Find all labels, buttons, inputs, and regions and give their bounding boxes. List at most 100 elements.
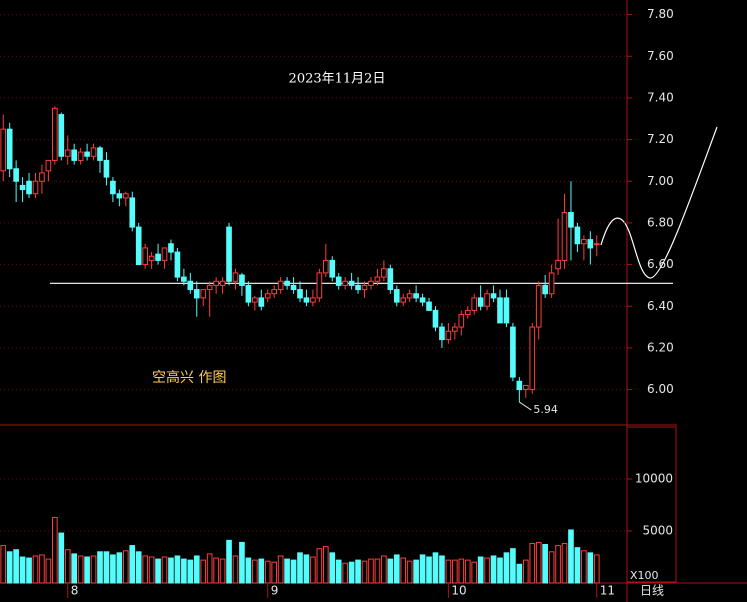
candle-body [45, 159, 52, 172]
candle-body [32, 180, 39, 195]
candle-body [71, 149, 78, 161]
candle-body [516, 380, 523, 391]
candle-body [103, 159, 110, 178]
volume-bar [484, 557, 490, 584]
y-tick-label: 6.20 [647, 340, 674, 354]
volume-bar [393, 554, 400, 584]
volume-bar [561, 542, 568, 584]
candle-body [161, 247, 168, 261]
volume-bar [64, 549, 71, 584]
candle-body [593, 243, 600, 246]
candle-body [542, 284, 548, 295]
candle-body [193, 289, 200, 299]
candle-body [19, 184, 26, 191]
volume-bar [200, 559, 207, 584]
x-tick-label: 8 [71, 584, 79, 598]
candle-body [84, 151, 90, 157]
candle-body [587, 239, 594, 249]
candle-body [464, 309, 471, 316]
volume-bar [271, 561, 278, 584]
low-arrow [519, 401, 532, 411]
period-label: 日线 [640, 584, 664, 598]
candle-body [258, 297, 265, 307]
candle-body [26, 180, 32, 195]
volume-bar [303, 554, 310, 584]
volume-bar [174, 555, 181, 584]
volume-bar [535, 541, 542, 584]
volume-bar [516, 563, 523, 584]
x-tick-label: 11 [600, 584, 615, 598]
volume-bar [187, 559, 194, 584]
candle-body [426, 301, 432, 311]
candle-body [303, 297, 310, 303]
candle-body [155, 253, 161, 261]
candle-body [503, 297, 510, 324]
candle-body [142, 247, 148, 266]
volume-bar [593, 554, 600, 584]
volume-bar [142, 555, 148, 584]
candle-body [335, 276, 342, 286]
candle-body [574, 226, 581, 245]
volume-bar [406, 560, 413, 584]
volume-bar [419, 554, 426, 584]
candle-body [219, 280, 226, 286]
candle-body [529, 326, 536, 391]
volume-bar [548, 551, 555, 584]
volume-bar [413, 559, 419, 584]
candle-body [322, 259, 329, 274]
candle-body [445, 330, 452, 341]
volume-bar [542, 544, 548, 584]
candle-body [381, 268, 387, 278]
volume-bar [310, 556, 316, 584]
volume-bar [206, 553, 213, 584]
volume-bar [458, 558, 465, 584]
candle-body [477, 297, 484, 307]
volume-bar [155, 558, 161, 584]
candle-body [452, 326, 458, 332]
volume-bar [322, 546, 329, 584]
candle-body [252, 297, 258, 303]
y-tick-label: 6.00 [647, 382, 674, 396]
candle-body [348, 280, 355, 286]
candle-body [232, 272, 239, 282]
volume-bar [252, 559, 258, 584]
volume-bar [232, 555, 239, 584]
volume-bar [464, 559, 471, 584]
candle-body [413, 293, 419, 299]
candle-body [129, 197, 136, 228]
volume-bar [0, 545, 7, 584]
volume-bar [381, 555, 387, 584]
candle-body [148, 255, 155, 261]
candle-body [368, 280, 374, 286]
volume-bar [77, 555, 84, 584]
candle-body [297, 289, 303, 299]
volume-bar [452, 559, 458, 584]
candle-body [52, 107, 58, 161]
volume-bar [122, 550, 129, 584]
volume-bar [316, 548, 323, 584]
candle-body [310, 297, 316, 303]
x-tick-label: 10 [451, 584, 466, 598]
volume-bar [19, 556, 26, 584]
volume-bar [148, 556, 155, 584]
volume-bar [45, 558, 52, 584]
volume-axis-box [626, 426, 677, 583]
candle-body [284, 280, 290, 286]
x-tick-label: 9 [271, 584, 279, 598]
candle-body [568, 212, 574, 228]
candle-body [439, 326, 445, 341]
volume-bar [213, 557, 219, 584]
volume-bar [568, 529, 574, 584]
candle-body [168, 243, 174, 253]
volume-bar [522, 559, 529, 584]
volume-bar [284, 558, 290, 584]
volume-bar [168, 557, 174, 584]
y-tick-label: 7.80 [647, 7, 674, 21]
volume-bar [161, 556, 168, 584]
candle-body [548, 272, 555, 295]
volume-bar [6, 551, 13, 584]
candle-body [361, 284, 368, 291]
y-tick-label: 6.80 [647, 215, 674, 229]
